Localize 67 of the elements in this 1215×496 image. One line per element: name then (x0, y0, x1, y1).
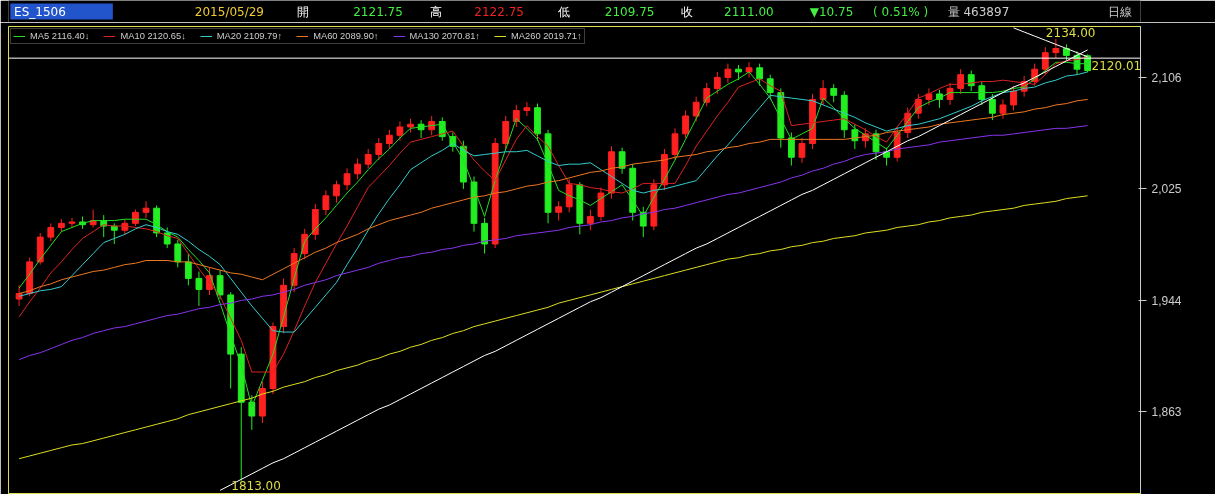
candlestick (396, 120, 404, 142)
candlestick (682, 109, 689, 139)
ref-line-label: 2120.01 (1091, 59, 1142, 74)
candlestick (142, 200, 150, 219)
text: 量 463897 (947, 4, 1010, 19)
annotation: 2134.00 (1045, 25, 1096, 40)
legend-label: MA10 2120.65↓ (120, 31, 186, 41)
legend-label: MA60 2089.90↑ (313, 31, 379, 41)
text: 低 (558, 4, 571, 19)
chart-subtitle: 2015/05/29 (194, 4, 265, 19)
candlestick (819, 79, 827, 106)
candlestick (163, 226, 171, 249)
candlestick (385, 129, 393, 150)
candlestick (195, 271, 203, 307)
legend-label: MA260 2019.71↑ (511, 31, 582, 41)
candlestick (925, 87, 933, 106)
candlestick (671, 127, 679, 161)
legend-label: MA20 2109.79↑ (216, 31, 283, 41)
candlestick (618, 147, 626, 175)
text: 2122.75 (474, 5, 524, 19)
candlestick (756, 63, 764, 87)
text: 開 (297, 4, 310, 19)
line-series (18, 195, 1089, 460)
candlestick (481, 217, 488, 255)
candlestick (502, 115, 510, 150)
text: 2121.75 (353, 5, 403, 19)
candlestick (978, 81, 986, 106)
candlestick (68, 217, 76, 228)
candlestick (999, 98, 1007, 120)
candlestick (692, 96, 700, 122)
text: 2109.75 (604, 5, 655, 19)
candlestick (724, 63, 732, 84)
candlestick (565, 178, 573, 213)
candlestick (216, 269, 224, 300)
candlestick (364, 148, 372, 169)
candlestick (957, 68, 965, 95)
legend-label: MA5 2116.40↓ (30, 31, 90, 41)
candlestick (523, 101, 531, 117)
candlestick (343, 167, 351, 191)
y-tick-label: 1,863 (1151, 405, 1182, 420)
candlestick (586, 209, 594, 231)
text: 高 (429, 4, 442, 19)
chart-title: ES_1506 (14, 4, 66, 19)
annotation: 1813.00 (231, 478, 281, 493)
candlestick (333, 180, 340, 204)
candlestick (988, 93, 996, 121)
candlestick (1052, 38, 1060, 59)
candlestick (745, 61, 753, 78)
candlestick (555, 200, 563, 222)
text: 2111.00 (724, 5, 774, 19)
candlestick (184, 253, 192, 286)
candlestick (174, 239, 182, 268)
text: 日線 (1107, 4, 1132, 19)
y-tick-label: 2,106 (1151, 70, 1182, 85)
candlestick (713, 71, 721, 95)
y-tick-label: 2,025 (1151, 182, 1182, 197)
candlestick (798, 137, 806, 164)
text: ( 0.51% ) (873, 4, 929, 19)
candlestick (946, 82, 954, 106)
candlestick (354, 158, 362, 180)
line-series (18, 125, 1089, 361)
candlestick (787, 131, 795, 167)
text: ▼10.75 (809, 4, 854, 19)
y-tick-label: 1,944 (1151, 293, 1182, 308)
candlestick (322, 189, 330, 216)
text: 收 (681, 4, 694, 19)
legend-label: MA130 2070.81↑ (409, 31, 481, 41)
